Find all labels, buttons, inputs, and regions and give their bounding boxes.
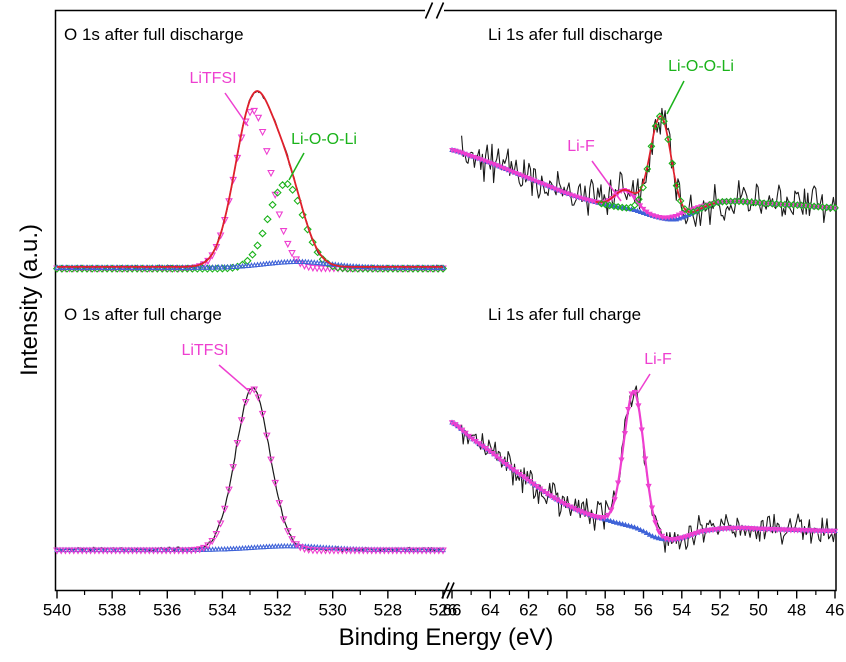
x-tick-label: 66 bbox=[443, 601, 462, 620]
x-tick-label: 532 bbox=[263, 601, 291, 620]
series-raw-data bbox=[461, 107, 836, 227]
panel-title-o1s-discharge: O 1s after full discharge bbox=[64, 25, 244, 44]
x-tick-label: 60 bbox=[557, 601, 576, 620]
x-tick-label: 530 bbox=[319, 601, 347, 620]
x-tick-label: 56 bbox=[634, 601, 653, 620]
axis-break-slash bbox=[441, 582, 450, 599]
annotation-pointer-litfsi bbox=[224, 92, 249, 127]
axis-break-gap bbox=[425, 5, 444, 16]
x-tick-label: 62 bbox=[519, 601, 538, 620]
annotation-pointer-li-f bbox=[637, 373, 651, 394]
annotation-pointer-li-f bbox=[591, 160, 622, 202]
annotation-pointer-li-o-o-li bbox=[666, 80, 685, 115]
series-markers-li-o-o-li-component bbox=[52, 179, 448, 273]
annotation-label-li-o-o-li: Li-O-O-Li bbox=[291, 131, 357, 148]
x-tick-label: 534 bbox=[208, 601, 236, 620]
x-axis-label: Binding Energy (eV) bbox=[338, 624, 554, 651]
x-tick-label: 46 bbox=[826, 601, 845, 620]
annotation-label-litfsi: LiTFSI bbox=[189, 70, 236, 87]
y-axis-label: Intensity (a.u.) bbox=[16, 223, 43, 377]
annotation-pointer-litfsi bbox=[218, 364, 250, 392]
annotation-label-li-o-o-li: Li-O-O-Li bbox=[668, 58, 734, 75]
x-tick-label: 58 bbox=[596, 601, 615, 620]
series-markers-li-o-o-li-component bbox=[597, 112, 839, 216]
annotation-label-li-f: Li-F bbox=[567, 138, 595, 155]
x-tick-label: 526 bbox=[429, 601, 457, 620]
x-tick-label: 52 bbox=[711, 601, 730, 620]
series-markers-litfsi-component bbox=[53, 107, 447, 273]
plot-border bbox=[54, 9, 837, 592]
series-raw-data bbox=[56, 90, 444, 270]
panel-title-li1s-discharge: Li 1s afer full discharge bbox=[488, 25, 663, 44]
panel-title-o1s-charge: O 1s after full charge bbox=[64, 305, 222, 324]
series-markers-baseline bbox=[54, 542, 446, 553]
x-tick-label: 48 bbox=[787, 601, 806, 620]
x-tick-label: 528 bbox=[374, 601, 402, 620]
x-tick-label: 64 bbox=[481, 601, 500, 620]
axis-break-slash bbox=[446, 582, 455, 599]
x-tick-label: 540 bbox=[43, 601, 71, 620]
axis-break-slash bbox=[424, 2, 434, 19]
x-tick-label: 50 bbox=[749, 601, 768, 620]
series-li-f-component bbox=[451, 390, 836, 541]
series-markers-litfsi-component bbox=[53, 386, 447, 555]
annotation-label-litfsi: LiTFSI bbox=[181, 342, 228, 359]
x-tick-label: 538 bbox=[98, 601, 126, 620]
series-fit-envelope bbox=[57, 90, 443, 268]
axis-break-slash bbox=[435, 2, 445, 19]
panel-title-li1s-charge: Li 1s afer full charge bbox=[488, 305, 641, 324]
annotation-label-li-f: Li-F bbox=[644, 351, 672, 368]
x-tick-label: 54 bbox=[672, 601, 691, 620]
x-tick-label: 536 bbox=[153, 601, 181, 620]
series-markers-li-f-component bbox=[448, 390, 839, 544]
annotation-pointer-li-o-o-li bbox=[288, 152, 305, 181]
series-raw-data bbox=[56, 387, 444, 552]
